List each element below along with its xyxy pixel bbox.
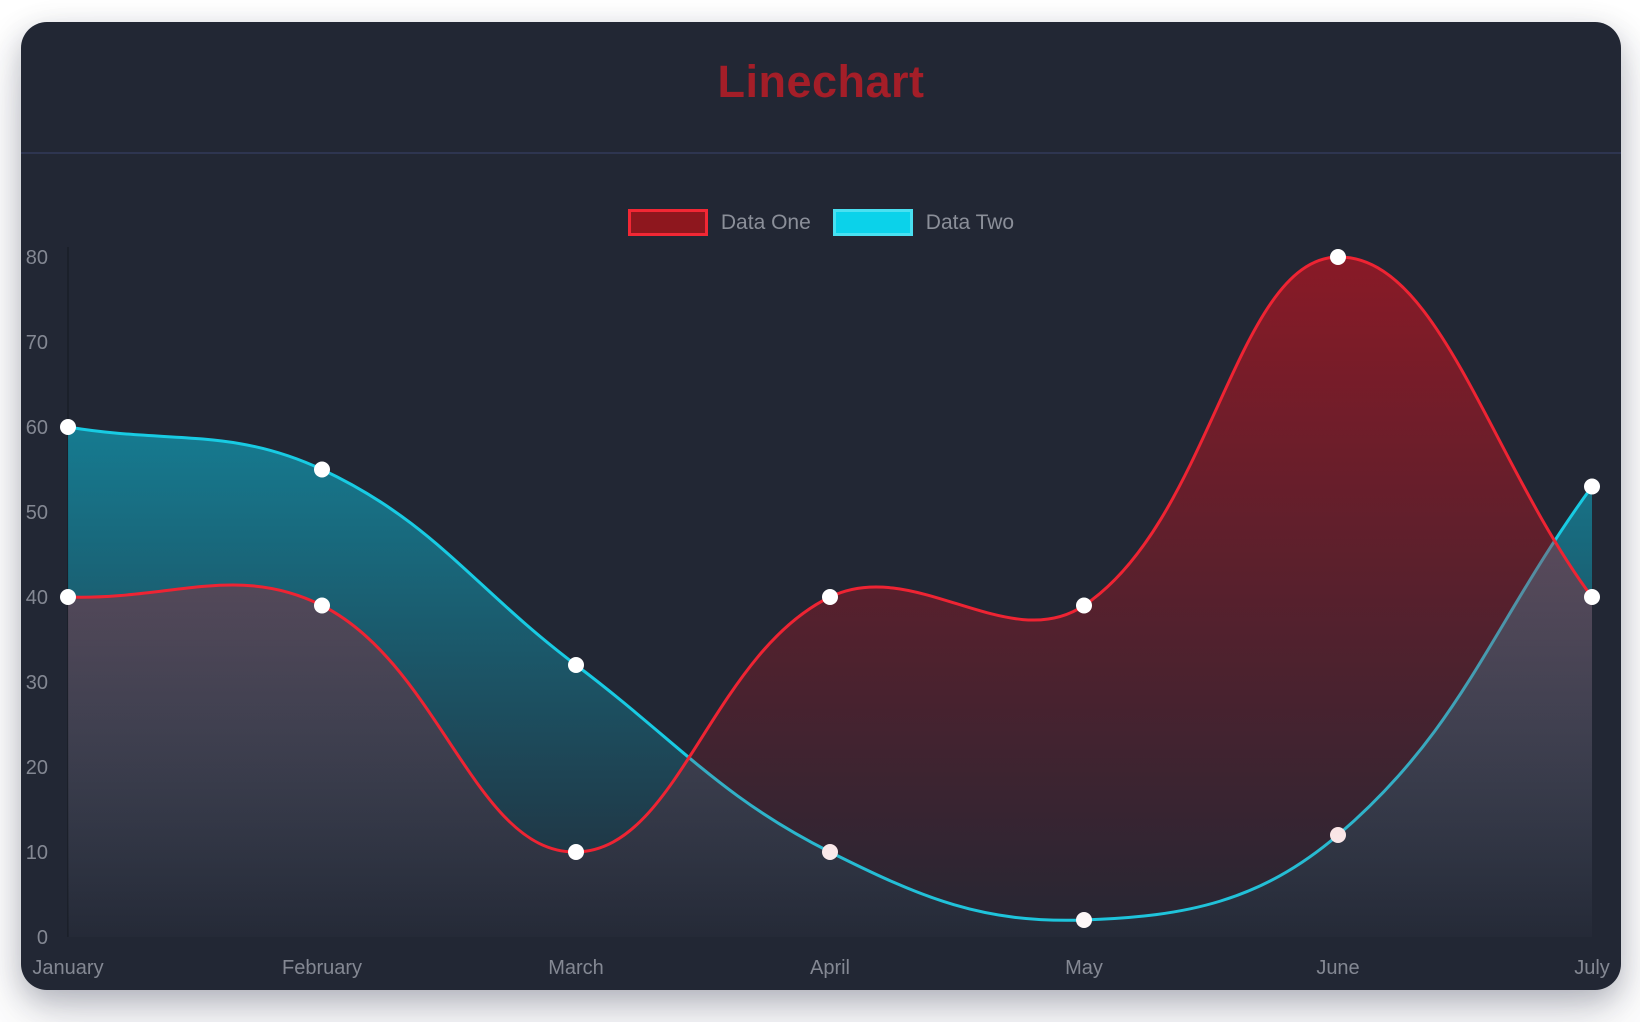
y-axis-tick-label: 40 [26,587,48,609]
y-axis-tick-label: 10 [26,842,48,864]
data-point-data-one-january[interactable] [60,589,76,605]
x-axis-label: June [1316,957,1359,979]
legend-label-data-one: Data One [720,210,811,234]
y-axis-tick-label: 20 [26,757,48,779]
x-axis-label: July [1574,957,1610,979]
data-point-data-two-july[interactable] [1584,478,1600,495]
x-axis-label: April [810,957,850,979]
chart-card: Linechart Data One Data Two 0 10 20 30 40 50 6… [21,22,1621,990]
line-chart[interactable]: 0 10 20 30 40 50 60 70 80 January February March Apr… [21,22,1621,990]
data-point-data-one-february[interactable] [314,597,330,614]
series-fill-data-one [68,256,1592,938]
data-point-data-one-march[interactable] [568,844,584,860]
legend-swatch-data-one [627,209,708,236]
x-axis-label: March [548,957,604,979]
series-line-data-one [66,255,1594,854]
data-point-data-one-april[interactable] [822,589,838,605]
y-axis-tick-label: 50 [26,502,48,524]
y-axis-tick-label: 60 [26,417,48,439]
data-point-data-one-july[interactable] [1584,589,1600,605]
header-divider [21,152,1621,154]
x-axis-label: May [1065,957,1103,979]
y-axis-tick-label: 30 [26,672,48,694]
x-axis-label: February [282,957,362,979]
data-point-data-two-march[interactable] [568,657,584,673]
y-axis-tick-label: 0 [37,927,48,949]
x-axis-label: January [32,957,103,979]
data-point-data-one-june[interactable] [1330,249,1346,265]
chart-title: Linechart [717,56,925,107]
legend-label-data-two: Data Two [925,210,1015,234]
legend-item-data-two[interactable]: Data Two [832,209,1015,236]
y-axis-tick-label: 70 [26,332,48,354]
legend-item-data-one[interactable]: Data One [627,209,811,236]
y-axis-tick-label: 80 [26,247,48,269]
chart-legend: Data One Data Two [21,209,1621,236]
data-point-data-two-january[interactable] [60,419,76,435]
data-point-data-one-may[interactable] [1076,597,1092,614]
data-point-data-two-february[interactable] [314,461,330,478]
legend-swatch-data-two [832,209,913,236]
